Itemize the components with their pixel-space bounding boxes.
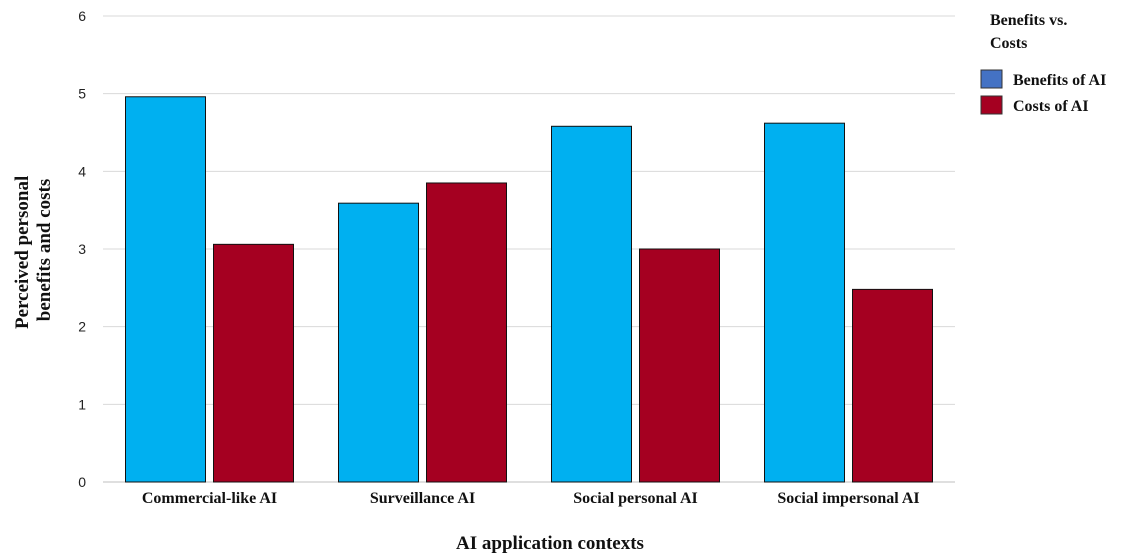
bar-benefits: [338, 202, 419, 483]
y-tick-label: 5: [78, 86, 86, 102]
x-category-label: Social impersonal AI: [777, 490, 919, 507]
bar-benefits: [551, 125, 632, 483]
legend-label: Costs of AI: [1013, 98, 1089, 115]
legend-title-line-2: Costs: [990, 35, 1027, 52]
y-tick-label: 4: [78, 163, 86, 179]
legend-swatch: [980, 95, 1003, 115]
legend: Benefits vs. Costs Benefits of AI Costs o…: [980, 12, 1106, 115]
x-category-label: Social personal AI: [573, 490, 697, 507]
x-axis-categories: Commercial-like AI Surveillance AI Social …: [142, 490, 920, 507]
legend-title-line-1: Benefits vs.: [990, 12, 1067, 29]
legend-swatch: [980, 69, 1003, 89]
y-tick-label: 2: [78, 319, 86, 335]
y-tick-label: 3: [78, 241, 86, 257]
legend-label: Benefits of AI: [1013, 72, 1106, 89]
bars: [125, 96, 933, 483]
bar-costs: [639, 248, 720, 483]
x-axis-title: AI application contexts: [456, 533, 644, 554]
x-category-label: Surveillance AI: [370, 490, 475, 507]
bar-costs: [852, 288, 933, 483]
y-tick-label: 1: [78, 396, 86, 412]
y-axis-ticks: 0 1 2 3 4 5 6: [78, 8, 86, 490]
x-category-label: Commercial-like AI: [142, 490, 277, 507]
y-axis-title: Perceived personal benefits and costs: [12, 171, 55, 329]
y-axis-title-line-1: Perceived personal: [12, 176, 33, 329]
y-axis-title-line-2: benefits and costs: [34, 179, 55, 322]
y-tick-label: 6: [78, 8, 86, 24]
y-tick-label: 0: [78, 474, 86, 490]
bar-benefits: [764, 122, 845, 483]
bar-costs: [213, 243, 294, 483]
bar-costs: [426, 182, 507, 483]
bar-benefits: [125, 96, 206, 483]
